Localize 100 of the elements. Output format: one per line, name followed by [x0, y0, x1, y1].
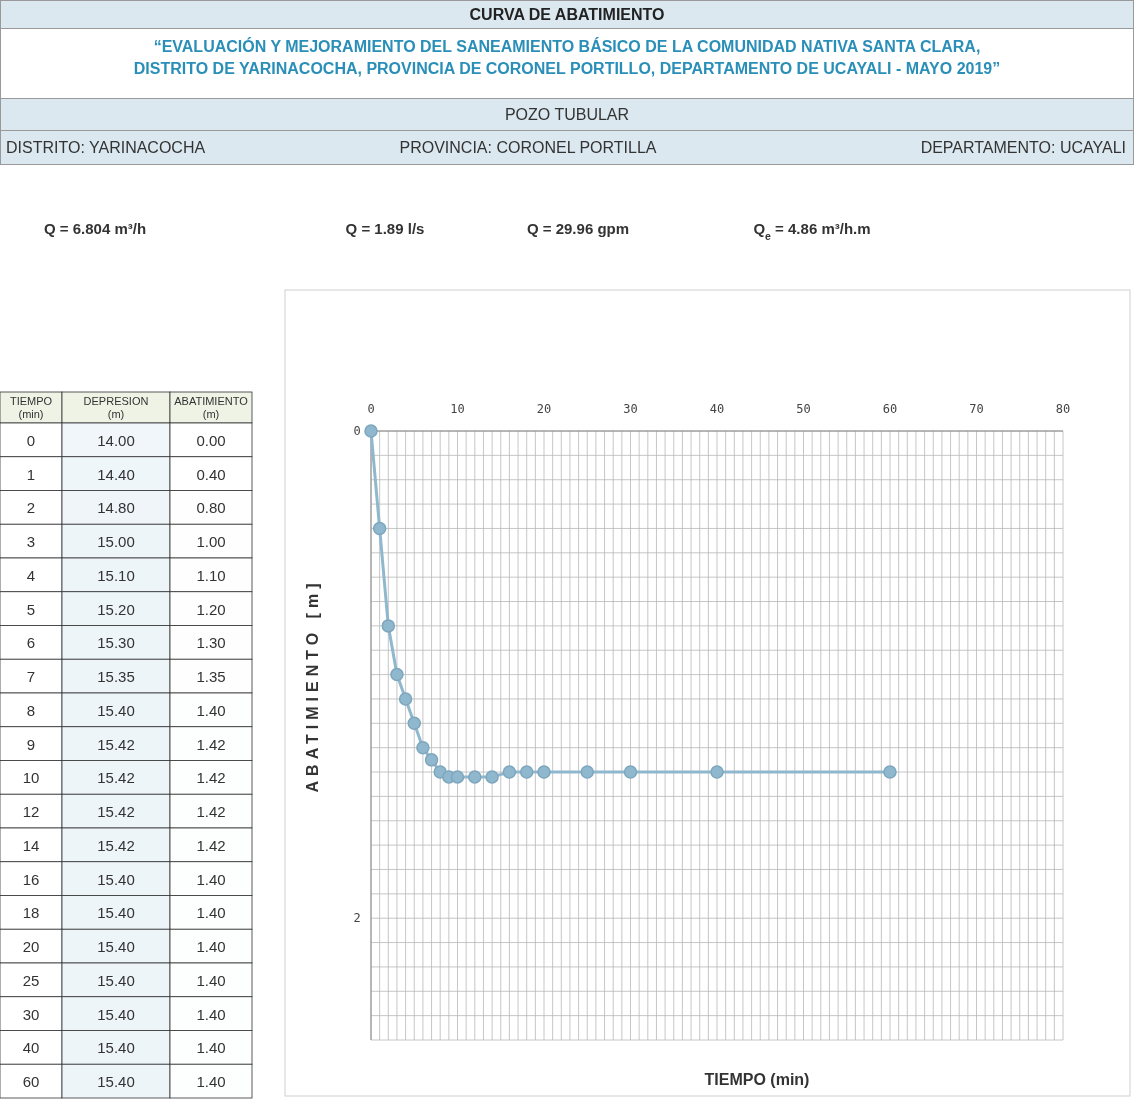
data-label: 14.40 [97, 465, 135, 483]
x-tick-label: ABATIMIENTO (m) [174, 395, 249, 420]
x-tick-label: 30 [623, 402, 638, 416]
data-label: 1.40 [196, 971, 226, 989]
data-label: 14.00 [97, 431, 135, 449]
point [623, 765, 638, 779]
data-label: 15.30 [97, 634, 135, 652]
text: Q$_{e}$ = 4.86 m³/h.m [753, 220, 871, 242]
y-tick-label: 16 [22, 870, 40, 888]
data-label: 15.42 [97, 769, 135, 787]
y-tick-label: 30 [22, 1005, 40, 1023]
text: Q = 29.96 gpm [526, 220, 630, 237]
y-tick-label: 10 [22, 769, 40, 787]
data-label: 15.00 [97, 533, 135, 551]
point [519, 765, 534, 779]
data-label: 1.00 [196, 533, 226, 551]
chart-subtitle: “EVALUACIÓN Y MEJORAMIENTO DEL SANEAMIENTO BÁSICO DE LA COMUNIDAD NATIVA SANTA CLARA, DISTRITO DE YARINACOCHA, PROVINCIA DE CORONEL PORTILLO, DEPARTAMENTO DE UCAYALI - MAYO 2019” [133, 37, 1001, 77]
data-label: 15.10 [97, 566, 135, 584]
point [381, 619, 396, 633]
x-tick-label: 20 [536, 402, 552, 416]
data-label: 0.00 [196, 431, 226, 449]
data-label: 15.40 [97, 870, 135, 888]
data-label: 15.35 [97, 668, 135, 686]
data-label: 1.42 [196, 836, 226, 854]
data-label: 1.40 [196, 1005, 226, 1023]
y-tick-label: 7 [26, 668, 36, 686]
y-tick-label: 12 [22, 803, 40, 821]
data-label: 1.42 [196, 769, 226, 787]
text: PROVINCIA: CORONEL PORTILLA [399, 139, 657, 156]
data-label: 0.80 [196, 499, 226, 517]
y-tick-label: 40 [22, 1039, 40, 1057]
data-label: 1.42 [196, 803, 226, 821]
point [580, 765, 594, 779]
data-label: 1.40 [196, 870, 226, 888]
x-tick-label: 10 [450, 402, 465, 416]
point [537, 765, 551, 779]
data-label: 15.40 [97, 938, 135, 956]
text: Q = 1.89 l/s [345, 220, 425, 237]
data-label: 15.40 [97, 1073, 135, 1091]
point [468, 770, 482, 784]
point [710, 765, 724, 779]
x-tick-label: DEPRESION (m) [83, 395, 149, 420]
x-tick-label: 0 [367, 402, 375, 416]
y-axis-title: ABATIMIENTO [m] [304, 578, 321, 793]
y-axis-title: TIEMPO (min) [9, 395, 53, 420]
data-label: 1.40 [196, 904, 226, 922]
y-tick-label: 3 [26, 533, 36, 551]
data-label: 15.20 [97, 600, 135, 618]
x-axis-title: TIEMPO (min) [704, 1071, 810, 1088]
x-tick-label: 70 [969, 402, 984, 416]
y-tick-label: 60 [22, 1073, 40, 1091]
y-tick-label: 0 [26, 431, 36, 449]
y-tick-label: 6 [26, 634, 36, 652]
point [390, 667, 404, 682]
data-label: 15.42 [97, 803, 135, 821]
y-tick-label: 1 [26, 465, 36, 483]
data-label: 1.10 [196, 566, 226, 584]
data-label: 15.40 [97, 1039, 135, 1057]
point [398, 692, 413, 706]
y-tick-label: 9 [26, 735, 36, 753]
data-label: 0.40 [196, 465, 226, 483]
y-tick-label: 5 [26, 600, 36, 618]
y-tick-label: 14 [22, 836, 40, 854]
point [416, 740, 430, 755]
y-tick-label: 2 [26, 499, 36, 517]
data-label: 1.42 [196, 735, 226, 753]
point [485, 770, 499, 784]
data-label: 1.40 [196, 1039, 226, 1057]
data-label: 14.80 [97, 499, 135, 517]
data-label: 1.40 [196, 1073, 226, 1091]
x-tick-label: 60 [882, 402, 898, 416]
data-label: 15.40 [97, 701, 135, 719]
y-tick-label: 20 [22, 938, 40, 956]
point [450, 770, 465, 784]
data-label: 1.35 [196, 668, 226, 686]
data-label: 15.40 [97, 904, 135, 922]
data-label: 15.42 [97, 735, 135, 753]
text: POZO TUBULAR [504, 106, 630, 123]
x-tick-label: 50 [796, 402, 811, 416]
data-label: 1.20 [196, 600, 226, 618]
x-tick-label: 80 [1055, 402, 1071, 416]
text: Q = 6.804 m³/h [43, 220, 147, 237]
y-tick-label: 4 [26, 566, 36, 584]
point [364, 424, 378, 438]
y-tick-label: 18 [22, 904, 40, 922]
text: DEPARTAMENTO: UCAYALI [920, 139, 1126, 156]
data-label: 1.40 [196, 701, 226, 719]
point [883, 765, 897, 779]
point [372, 521, 387, 536]
data-label: 1.30 [196, 634, 226, 652]
data-label: 15.40 [97, 971, 135, 989]
data-label: 15.40 [97, 1005, 135, 1023]
point [424, 753, 439, 767]
y-tick-label: 2 [353, 911, 361, 926]
data-label: 1.40 [196, 938, 226, 956]
text: DISTRITO: YARINACOCHA [6, 139, 206, 156]
data-label: 15.42 [97, 836, 135, 854]
y-tick-label: 25 [22, 971, 40, 989]
chart-title: CURVA DE ABATIMIENTO [469, 6, 665, 23]
y-tick-label: 8 [26, 701, 36, 719]
